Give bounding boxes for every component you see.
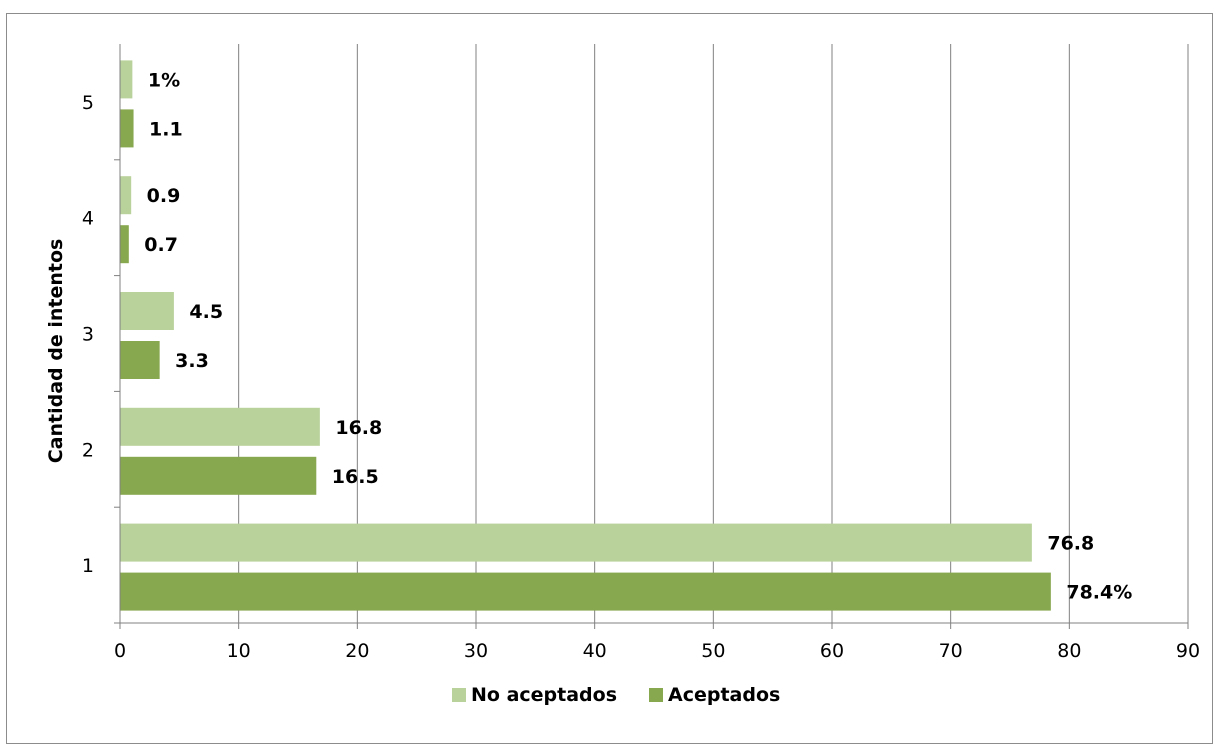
legend-swatch: [452, 688, 466, 702]
x-tick-label: 80: [1057, 640, 1081, 662]
bar-no-aceptados: [120, 407, 320, 446]
y-tick-label: 2: [82, 439, 94, 461]
axes: 0 10 20 30 40 50 60 70 80 90 1 2 3 4 5: [82, 44, 1200, 662]
data-label: 16.8: [335, 417, 382, 439]
bar-aceptados: [120, 572, 1051, 611]
x-tick-label: 60: [820, 640, 844, 662]
y-tick-label: 1: [82, 555, 94, 577]
data-label: 76.8: [1047, 533, 1094, 555]
bar-aceptados: [120, 341, 160, 379]
bar-no-aceptados: [120, 292, 174, 330]
gridlines: [238, 44, 1189, 623]
y-tick-label: 3: [82, 324, 94, 346]
x-tick-label: 50: [701, 640, 725, 662]
y-tick-label: 4: [82, 208, 94, 230]
legend-label: No aceptados: [471, 684, 617, 706]
legend-label: Aceptados: [668, 684, 780, 706]
bar-chart: 0 10 20 30 40 50 60 70 80 90 1 2 3 4 5 76.8 78.4% 16.8 16…: [45, 44, 1200, 706]
x-tick-label: 20: [345, 640, 369, 662]
bar-no-aceptados: [120, 60, 133, 99]
data-label: 1%: [148, 69, 180, 91]
data-label: 16.5: [332, 466, 379, 488]
legend: No aceptados Aceptados: [452, 684, 780, 706]
y-axis-title: Cantidad de intentos: [45, 239, 67, 464]
data-label: 4.5: [189, 301, 223, 323]
data-label: 3.3: [175, 350, 209, 372]
bar-aceptados: [120, 456, 317, 495]
bar-no-aceptados: [120, 523, 1032, 562]
y-tick-label: 5: [82, 92, 94, 114]
data-labels: 76.8 78.4% 16.8 16.5 4.5 3.3 0.9 0.7 1% 1.1: [144, 69, 1132, 603]
x-tick-label: 40: [583, 640, 607, 662]
legend-swatch: [649, 688, 663, 702]
bars: [120, 60, 1051, 611]
x-tick-label: 70: [939, 640, 963, 662]
x-tick-label: 90: [1176, 640, 1200, 662]
data-label: 0.7: [144, 234, 178, 256]
chart-frame: 0 10 20 30 40 50 60 70 80 90 1 2 3 4 5 76.8 78.4% 16.8 16…: [6, 13, 1213, 744]
x-tick-label: 10: [227, 640, 251, 662]
x-tick-label: 30: [464, 640, 488, 662]
bar-aceptados: [120, 109, 134, 148]
x-tick-label: 0: [114, 640, 126, 662]
data-label: 1.1: [149, 118, 183, 140]
data-label: 78.4%: [1066, 582, 1132, 604]
bar-no-aceptados: [120, 176, 132, 215]
bar-aceptados: [120, 225, 129, 264]
data-label: 0.9: [147, 185, 181, 207]
